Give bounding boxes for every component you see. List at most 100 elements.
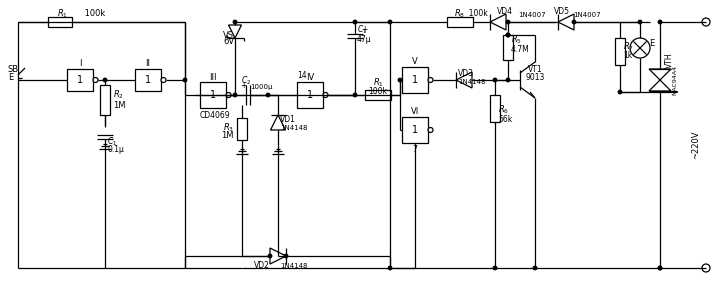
Text: V: V (412, 57, 418, 66)
Bar (297, 82, 323, 108)
Polygon shape (456, 72, 472, 88)
Text: IV: IV (306, 72, 314, 81)
Text: 1: 1 (412, 75, 418, 85)
Circle shape (388, 20, 391, 24)
Text: E: E (8, 73, 13, 82)
Polygon shape (270, 248, 286, 264)
Bar (100, 85, 110, 115)
Circle shape (493, 78, 497, 82)
Bar (48, 17, 72, 27)
Text: E: E (650, 39, 655, 48)
Text: 1: 1 (77, 75, 83, 85)
Text: 100k: 100k (369, 86, 387, 95)
Text: 1N4007: 1N4007 (518, 12, 546, 18)
Text: 1M: 1M (222, 131, 234, 140)
Text: $R_1$: $R_1$ (57, 8, 67, 20)
Bar (402, 67, 428, 93)
Text: 9013: 9013 (526, 73, 545, 82)
Polygon shape (490, 14, 506, 30)
Text: VD1: VD1 (280, 115, 296, 124)
Text: +: + (239, 81, 246, 90)
Text: VI: VI (411, 108, 419, 117)
Text: $C_2$: $C_2$ (241, 75, 251, 87)
Circle shape (388, 266, 391, 270)
Bar (365, 90, 391, 100)
Text: 1N4148: 1N4148 (280, 263, 308, 269)
Text: $R_2$: $R_2$ (113, 89, 124, 101)
Polygon shape (649, 80, 671, 91)
Circle shape (702, 18, 710, 26)
Text: 56k: 56k (498, 115, 512, 124)
Circle shape (658, 20, 662, 24)
Text: VT1: VT1 (528, 66, 542, 75)
Text: VTH: VTH (665, 52, 674, 68)
Circle shape (161, 77, 166, 82)
Circle shape (233, 20, 237, 24)
Text: 14: 14 (298, 70, 307, 79)
Circle shape (226, 93, 231, 97)
Circle shape (93, 77, 98, 82)
Text: 1M: 1M (113, 101, 125, 110)
Text: MAC94A4: MAC94A4 (672, 65, 677, 95)
Text: $R_1$: $R_1$ (373, 77, 384, 89)
Bar (237, 118, 247, 140)
Circle shape (284, 254, 288, 258)
Circle shape (428, 77, 433, 82)
Text: 100k: 100k (464, 10, 488, 19)
Text: $C_1$: $C_1$ (107, 136, 117, 148)
Circle shape (533, 266, 537, 270)
Circle shape (506, 78, 510, 82)
Circle shape (103, 78, 107, 82)
Circle shape (268, 254, 272, 258)
Circle shape (506, 33, 510, 37)
Polygon shape (649, 69, 671, 80)
Circle shape (323, 93, 328, 97)
Bar (200, 82, 226, 108)
Circle shape (506, 20, 510, 24)
Polygon shape (558, 14, 574, 30)
Text: 1000μ: 1000μ (250, 84, 272, 90)
Circle shape (353, 20, 357, 24)
Text: VD5: VD5 (554, 8, 570, 17)
Text: +: + (361, 26, 367, 35)
Bar (447, 17, 473, 27)
Circle shape (506, 33, 510, 37)
Text: 6V: 6V (223, 37, 234, 46)
Text: CD4069: CD4069 (200, 110, 231, 119)
Text: $R_8$: $R_8$ (455, 8, 465, 20)
Text: 1: 1 (145, 75, 151, 85)
Text: $R_5$: $R_5$ (511, 34, 522, 46)
Text: VD4: VD4 (497, 8, 513, 17)
Circle shape (658, 266, 662, 270)
Text: 1N4007: 1N4007 (573, 12, 601, 18)
Text: $C_1$: $C_1$ (357, 24, 367, 36)
Polygon shape (270, 115, 285, 130)
Circle shape (658, 266, 662, 270)
Text: I: I (79, 59, 81, 68)
Text: ~220V: ~220V (691, 131, 701, 159)
Circle shape (353, 93, 357, 97)
Circle shape (572, 20, 576, 24)
Text: 4.7M: 4.7M (511, 44, 530, 53)
Bar (615, 38, 625, 65)
Text: SB: SB (8, 66, 19, 75)
Text: 1k: 1k (623, 52, 632, 61)
Text: II: II (146, 59, 151, 68)
Circle shape (184, 78, 187, 82)
Text: 1: 1 (412, 125, 418, 135)
Text: $R_6$: $R_6$ (498, 104, 509, 116)
Bar (67, 69, 93, 91)
Text: 100k: 100k (82, 10, 105, 19)
Text: 1: 1 (210, 90, 216, 100)
Circle shape (398, 78, 402, 82)
Text: 1N4148: 1N4148 (280, 125, 308, 131)
Text: VS: VS (223, 30, 234, 39)
Circle shape (630, 38, 650, 58)
Text: VD2: VD2 (254, 262, 270, 271)
Bar (490, 95, 500, 122)
Text: 7: 7 (412, 146, 417, 155)
Circle shape (233, 93, 237, 97)
Circle shape (638, 20, 642, 24)
Circle shape (428, 128, 433, 133)
Text: 0.1μ: 0.1μ (107, 144, 124, 153)
